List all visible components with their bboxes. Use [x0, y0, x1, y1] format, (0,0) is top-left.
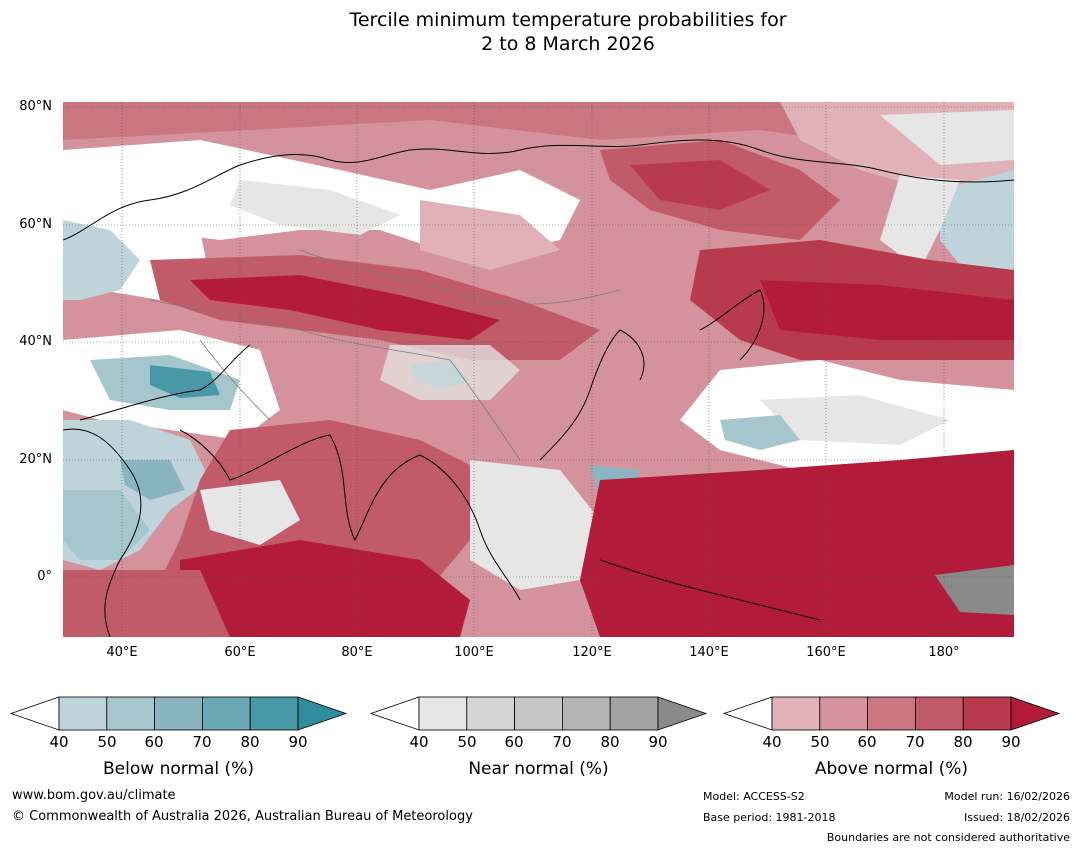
above-colorbar-left-arrow [722, 696, 773, 731]
coastlines [63, 139, 1014, 637]
central-pacific-grey [760, 395, 950, 445]
east-africa-below [63, 490, 150, 560]
near-colorbar-segment [609, 696, 659, 731]
country-boundaries [149, 249, 621, 461]
near-colorbar-segment [514, 696, 563, 731]
below-colorbar-segment [201, 696, 251, 731]
title-line-1: Tercile minimum temperature probabilitie… [349, 9, 787, 31]
arctic-above-zone [63, 102, 1014, 160]
map-title: Tercile minimum temperature probabilitie… [0, 8, 1081, 56]
near-tick-70: 70 [552, 733, 572, 751]
below-colorbar-segment [58, 696, 108, 731]
central-asia-core [190, 275, 500, 340]
below-normal-title: Below normal (%) [103, 759, 254, 779]
graticule [63, 102, 1014, 637]
above-colorbar-segment [962, 696, 1012, 731]
title-line-2: 2 to 8 March 2026 [481, 33, 655, 55]
above-colorbar-segment [771, 696, 821, 731]
below-colorbar-segment [106, 696, 156, 731]
near-tick-90: 90 [648, 733, 668, 751]
boundaries-disclaimer: Boundaries are not considered authoritat… [826, 831, 1070, 844]
model-run-date: Model run: 16/02/2026 [944, 790, 1070, 803]
near-tick-60: 60 [504, 733, 524, 751]
southeast-asia-neutral [470, 460, 600, 590]
below-colorbar-segment [154, 696, 203, 731]
near-colorbar-segment [418, 696, 468, 731]
above-tick-40: 40 [762, 733, 782, 751]
below-tick-50: 50 [97, 733, 117, 751]
lon-label-60e: 60°E [224, 645, 256, 660]
lat-label-20n: 20°N [19, 452, 52, 467]
near-tick-80: 80 [600, 733, 620, 751]
lon-label-140e: 140°E [689, 645, 729, 660]
arabia-below-core [120, 460, 185, 500]
below-tick-80: 80 [240, 733, 260, 751]
website-link[interactable]: www.bom.gov.au/climate [12, 788, 176, 803]
copyright-text: © Commonwealth of Australia 2026, Austra… [12, 809, 473, 824]
below-colorbar-segment [249, 696, 299, 731]
above-colorbar-segment [819, 696, 868, 731]
west-below-normal [63, 220, 140, 300]
lon-label-160e: 160°E [806, 645, 846, 660]
lon-label-80e: 80°E [341, 645, 373, 660]
below-tick-40: 40 [49, 733, 69, 751]
above-colorbar-segment [915, 696, 964, 731]
model-name: Model: ACCESS-S2 [703, 790, 805, 803]
above-tick-60: 60 [857, 733, 877, 751]
near-tick-40: 40 [409, 733, 429, 751]
southwest-indian-above [63, 570, 230, 637]
above-tick-90: 90 [1001, 733, 1021, 751]
below-tick-60: 60 [144, 733, 164, 751]
lat-label-80n: 80°N [19, 99, 52, 114]
central-russia-pink [420, 200, 560, 270]
below-colorbar-left-arrow [9, 696, 60, 731]
tibet-neutral [380, 345, 520, 400]
above-colorbar-right-arrow [1010, 696, 1061, 731]
lon-label-180: 180° [928, 645, 960, 660]
north-pacific-core [760, 280, 1014, 340]
colorbar-legend [9, 696, 1061, 731]
near-colorbar-left-arrow [369, 696, 420, 731]
lon-label-40e: 40°E [106, 645, 138, 660]
lat-label-0: 0° [37, 569, 52, 584]
lon-label-120e: 120°E [572, 645, 612, 660]
arabian-sea-neutral [200, 480, 300, 545]
kamchatka-neutral [880, 175, 960, 270]
east-siberia-core [630, 160, 770, 210]
below-tick-90: 90 [288, 733, 308, 751]
above-normal-title: Above normal (%) [814, 759, 969, 779]
near-colorbar-segment [562, 696, 611, 731]
above-tick-80: 80 [953, 733, 973, 751]
issued-date: Issued: 18/02/2026 [963, 811, 1070, 824]
lat-label-60n: 60°N [19, 217, 52, 232]
equatorial-grey [935, 565, 1014, 615]
philippine-sea-below [720, 415, 800, 450]
above-tick-50: 50 [810, 733, 830, 751]
above-colorbar-segment [867, 696, 916, 731]
near-normal-title: Near normal (%) [468, 759, 609, 779]
indian-ocean-core [180, 540, 470, 637]
near-colorbar-right-arrow [657, 696, 708, 731]
kamchatka-below-normal [940, 170, 1014, 270]
far-northeast-neutral [880, 110, 1014, 165]
above-tick-70: 70 [905, 733, 925, 751]
near-colorbar-segment [466, 696, 515, 731]
siberia-light-grey [230, 180, 400, 235]
tropical-pacific-above [580, 450, 1014, 637]
near-tick-50: 50 [457, 733, 477, 751]
middle-east-below-core [150, 365, 220, 398]
below-tick-70: 70 [192, 733, 212, 751]
lat-label-40n: 40°N [19, 334, 52, 349]
lon-label-100e: 100°E [454, 645, 494, 660]
below-colorbar-right-arrow [297, 696, 348, 731]
base-period: Base period: 1981-2018 [703, 811, 836, 824]
